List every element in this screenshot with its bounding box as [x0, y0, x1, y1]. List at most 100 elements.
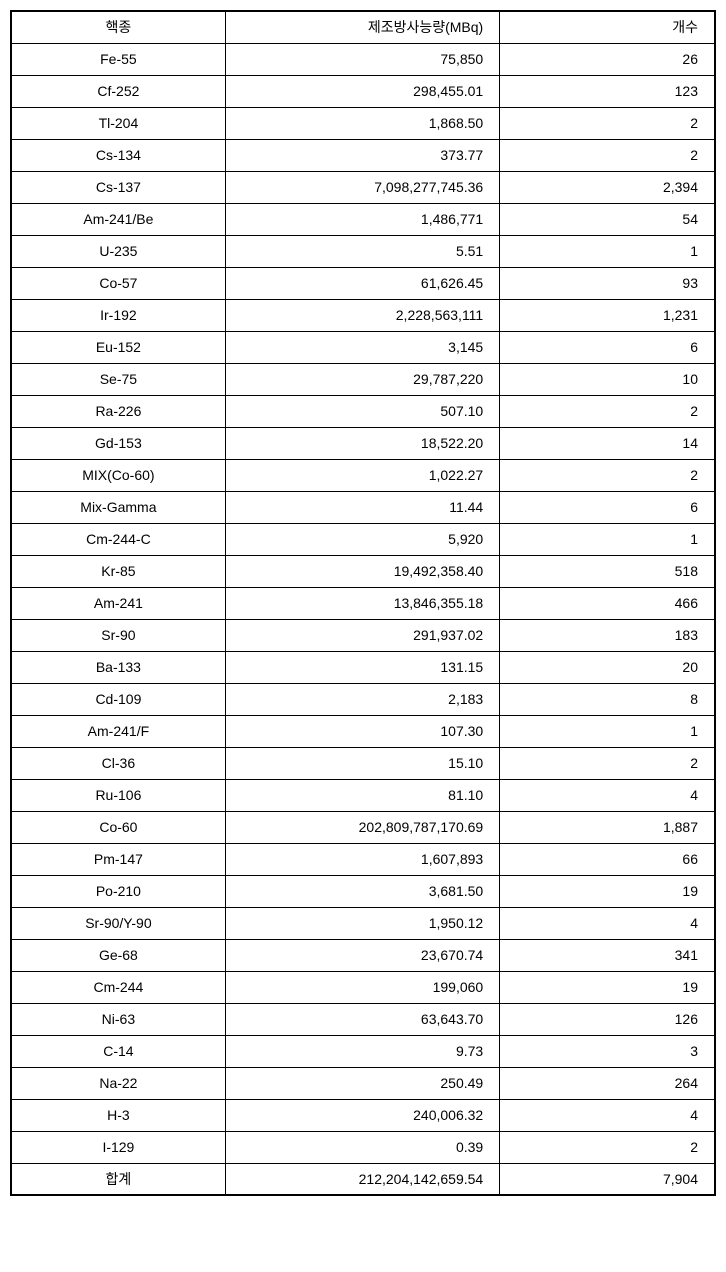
cell-count: 2	[500, 1131, 715, 1163]
table-row: Fe-5575,85026	[11, 43, 715, 75]
table-row: Pm-1471,607,89366	[11, 843, 715, 875]
cell-activity: 29,787,220	[225, 363, 499, 395]
cell-nuclide: Fe-55	[11, 43, 225, 75]
cell-nuclide: Na-22	[11, 1067, 225, 1099]
radioactive-nuclide-table: 핵종 제조방사능량(MBq) 개수 Fe-5575,85026Cf-252298…	[10, 10, 716, 1196]
cell-nuclide: Ni-63	[11, 1003, 225, 1035]
cell-nuclide: Ra-226	[11, 395, 225, 427]
cell-nuclide: Kr-85	[11, 555, 225, 587]
table-row: 합계212,204,142,659.547,904	[11, 1163, 715, 1195]
header-activity: 제조방사능량(MBq)	[225, 11, 499, 43]
cell-nuclide: Am-241	[11, 587, 225, 619]
cell-nuclide: Am-241/Be	[11, 203, 225, 235]
cell-nuclide: Sr-90	[11, 619, 225, 651]
cell-activity: 291,937.02	[225, 619, 499, 651]
cell-count: 1	[500, 523, 715, 555]
cell-nuclide: Pm-147	[11, 843, 225, 875]
cell-count: 54	[500, 203, 715, 235]
cell-activity: 5,920	[225, 523, 499, 555]
cell-count: 2	[500, 107, 715, 139]
cell-activity: 63,643.70	[225, 1003, 499, 1035]
table-row: Am-241/Be1,486,77154	[11, 203, 715, 235]
cell-activity: 81.10	[225, 779, 499, 811]
table-row: Ni-6363,643.70126	[11, 1003, 715, 1035]
cell-activity: 202,809,787,170.69	[225, 811, 499, 843]
cell-count: 2,394	[500, 171, 715, 203]
table-row: Tl-2041,868.502	[11, 107, 715, 139]
cell-nuclide: Cm-244-C	[11, 523, 225, 555]
cell-activity: 1,486,771	[225, 203, 499, 235]
cell-activity: 1,950.12	[225, 907, 499, 939]
table-row: Cd-1092,1838	[11, 683, 715, 715]
cell-activity: 23,670.74	[225, 939, 499, 971]
cell-activity: 131.15	[225, 651, 499, 683]
cell-nuclide: Cs-134	[11, 139, 225, 171]
cell-activity: 75,850	[225, 43, 499, 75]
cell-activity: 0.39	[225, 1131, 499, 1163]
cell-count: 2	[500, 747, 715, 779]
header-count: 개수	[500, 11, 715, 43]
cell-count: 4	[500, 907, 715, 939]
cell-count: 466	[500, 587, 715, 619]
cell-activity: 373.77	[225, 139, 499, 171]
table-row: Am-24113,846,355.18466	[11, 587, 715, 619]
table-row: Cl-3615.102	[11, 747, 715, 779]
table-row: Cs-1377,098,277,745.362,394	[11, 171, 715, 203]
cell-activity: 1,022.27	[225, 459, 499, 491]
cell-count: 1,887	[500, 811, 715, 843]
cell-activity: 19,492,358.40	[225, 555, 499, 587]
cell-activity: 1,607,893	[225, 843, 499, 875]
table-row: Cf-252298,455.01123	[11, 75, 715, 107]
cell-count: 10	[500, 363, 715, 395]
table-body: Fe-5575,85026Cf-252298,455.01123Tl-2041,…	[11, 43, 715, 1195]
cell-nuclide: Cf-252	[11, 75, 225, 107]
cell-count: 2	[500, 459, 715, 491]
cell-count: 66	[500, 843, 715, 875]
cell-count: 264	[500, 1067, 715, 1099]
cell-nuclide: Sr-90/Y-90	[11, 907, 225, 939]
cell-activity: 13,846,355.18	[225, 587, 499, 619]
table-row: Se-7529,787,22010	[11, 363, 715, 395]
cell-nuclide: Cm-244	[11, 971, 225, 1003]
cell-nuclide: I-129	[11, 1131, 225, 1163]
table-row: Ru-10681.104	[11, 779, 715, 811]
cell-nuclide: Co-57	[11, 267, 225, 299]
cell-nuclide: Ir-192	[11, 299, 225, 331]
table-row: Cm-244199,06019	[11, 971, 715, 1003]
cell-nuclide: Eu-152	[11, 331, 225, 363]
table-row: Cs-134373.772	[11, 139, 715, 171]
cell-activity: 212,204,142,659.54	[225, 1163, 499, 1195]
cell-nuclide: Ru-106	[11, 779, 225, 811]
cell-activity: 298,455.01	[225, 75, 499, 107]
cell-nuclide: H-3	[11, 1099, 225, 1131]
cell-activity: 5.51	[225, 235, 499, 267]
cell-activity: 11.44	[225, 491, 499, 523]
table-header: 핵종 제조방사능량(MBq) 개수	[11, 11, 715, 43]
table-row: H-3240,006.324	[11, 1099, 715, 1131]
cell-activity: 107.30	[225, 715, 499, 747]
cell-count: 518	[500, 555, 715, 587]
cell-count: 19	[500, 875, 715, 907]
cell-activity: 199,060	[225, 971, 499, 1003]
cell-nuclide: Tl-204	[11, 107, 225, 139]
cell-count: 20	[500, 651, 715, 683]
cell-activity: 3,145	[225, 331, 499, 363]
table-row: Cm-244-C5,9201	[11, 523, 715, 555]
table-row: Co-60202,809,787,170.691,887	[11, 811, 715, 843]
cell-count: 183	[500, 619, 715, 651]
table-row: Na-22250.49264	[11, 1067, 715, 1099]
table-row: MIX(Co-60)1,022.272	[11, 459, 715, 491]
cell-activity: 1,868.50	[225, 107, 499, 139]
table-row: Sr-90291,937.02183	[11, 619, 715, 651]
cell-count: 126	[500, 1003, 715, 1035]
cell-count: 8	[500, 683, 715, 715]
cell-count: 14	[500, 427, 715, 459]
table-row: Mix-Gamma11.446	[11, 491, 715, 523]
table-row: Eu-1523,1456	[11, 331, 715, 363]
cell-activity: 250.49	[225, 1067, 499, 1099]
table-row: Ge-6823,670.74341	[11, 939, 715, 971]
cell-nuclide: Gd-153	[11, 427, 225, 459]
cell-nuclide: 합계	[11, 1163, 225, 1195]
table-row: C-149.733	[11, 1035, 715, 1067]
cell-count: 1,231	[500, 299, 715, 331]
